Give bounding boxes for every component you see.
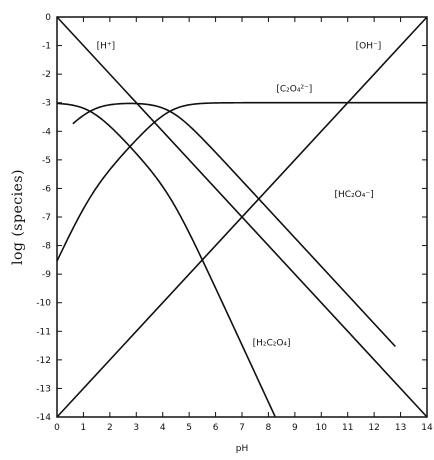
y-tick-label: -11 xyxy=(36,327,51,337)
series-annotation: [HC₂O₄⁻] xyxy=(335,190,374,200)
y-tick-label: -12 xyxy=(36,356,51,366)
y-tick-label: -8 xyxy=(42,242,51,252)
x-tick-label: 3 xyxy=(133,423,139,433)
y-tick-label: 0 xyxy=(45,13,51,23)
x-tick-label: 13 xyxy=(395,423,406,433)
x-tick-label: 6 xyxy=(213,423,219,433)
series-annotation: [H⁺] xyxy=(97,41,116,51)
series-line-hydrogen-oxalate xyxy=(72,102,396,347)
x-tick-label: 10 xyxy=(316,423,328,433)
y-tick-label: -7 xyxy=(42,213,51,223)
x-tick-label: 11 xyxy=(342,423,353,433)
series-line-oxalate xyxy=(56,101,427,262)
x-tick-label: 0 xyxy=(54,423,60,433)
series-annotation: [OH⁻] xyxy=(356,41,382,51)
y-tick-label: -10 xyxy=(36,299,51,309)
x-tick-label: 9 xyxy=(292,423,298,433)
annotation-layer: [H⁺] [OH⁻] [C₂O₄²⁻] [HC₂O₄⁻] [H₂C₂O₄] xyxy=(97,41,382,348)
y-tick-label: -14 xyxy=(36,413,51,423)
x-tick-label: 1 xyxy=(81,423,87,433)
x-tick-label: 8 xyxy=(266,423,272,433)
y-tick-label: -9 xyxy=(42,270,51,280)
series-line-oxalic-acid xyxy=(56,102,276,417)
y-tick-label: -6 xyxy=(42,184,51,194)
series-annotation: [H₂C₂O₄] xyxy=(253,339,291,349)
y-tick-label: -3 xyxy=(42,99,51,109)
x-tick-label: 14 xyxy=(421,423,433,433)
y-tick-label: -2 xyxy=(42,70,51,80)
x-tick-label: 7 xyxy=(239,423,245,433)
y-tick-label: -1 xyxy=(42,42,51,52)
y-tick-label: -5 xyxy=(42,156,51,166)
y-tick-label: -4 xyxy=(42,127,51,137)
x-tick-label: 4 xyxy=(160,423,166,433)
x-tick-label: 12 xyxy=(368,423,379,433)
x-tick-label: 5 xyxy=(186,423,192,433)
tick-layer: 0 1 2 3 4 5 6 7 8 9 10 11 12 13 140-1-2-3-4-5-6-7-8-9-… xyxy=(36,13,433,433)
series-annotation: [C₂O₄²⁻] xyxy=(276,84,312,94)
series-line-oh-minus xyxy=(56,16,428,418)
y-axis-label: log (species) xyxy=(10,169,26,265)
x-axis-label: pH xyxy=(236,444,248,454)
y-tick-label: -13 xyxy=(36,384,51,394)
x-tick-label: 2 xyxy=(107,423,113,433)
series-layer xyxy=(56,16,428,418)
